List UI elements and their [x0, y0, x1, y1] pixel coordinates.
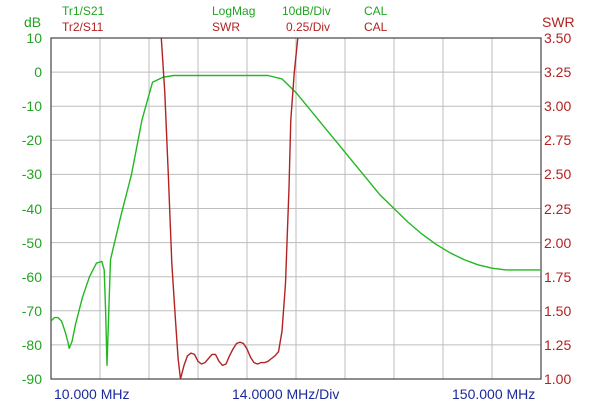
stop-frequency-label[interactable]: 150.000 MHz	[452, 386, 536, 402]
series-group	[51, 38, 541, 379]
right-tick-label: 1.25	[544, 336, 572, 353]
right-tick-label: 1.75	[544, 268, 572, 285]
left-tick-label: 10	[26, 30, 42, 46]
left-tick-label: -50	[21, 234, 42, 251]
left-tick-label: -80	[21, 336, 42, 353]
right-tick-label: 1.50	[544, 302, 572, 319]
s21-trace-line	[51, 74, 541, 367]
swr-trace-line	[160, 38, 299, 379]
scale-frequency-label[interactable]: 14.0000 MHz/Div	[232, 386, 340, 402]
trace2-label[interactable]: Tr2/S11	[62, 20, 104, 34]
right-tick-label: 3.50	[544, 30, 572, 46]
left-tick-label: -70	[21, 302, 42, 319]
right-tick-label: 1.00	[544, 371, 572, 387]
left-tick-label: -30	[21, 166, 42, 183]
right-tick-label: 2.50	[544, 166, 572, 183]
left-tick-label: 0	[34, 64, 42, 81]
format1-label: LogMag	[212, 4, 256, 18]
left-axis-title: dB	[24, 14, 42, 30]
right-tick-label: 3.25	[544, 64, 572, 81]
left-tick-label: -10	[21, 98, 42, 115]
right-tick-label: 2.25	[544, 200, 572, 217]
plot-frame	[50, 37, 542, 380]
cal2-label: CAL	[364, 20, 388, 34]
cal1-label: CAL	[364, 4, 388, 18]
scale2-label: 0.25/Div	[286, 20, 331, 34]
start-frequency-label[interactable]: 10.000 MHz	[54, 386, 130, 402]
left-tick-label: -60	[21, 268, 42, 285]
right-tick-label: 3.00	[544, 98, 572, 115]
left-tick-label: -20	[21, 132, 42, 149]
right-axis-title: SWR	[542, 14, 575, 30]
format2-label: SWR	[212, 20, 240, 34]
scale1-label: 10dB/Div	[282, 4, 331, 18]
right-tick-label: 2.00	[544, 234, 572, 251]
left-tick-label: -90	[21, 371, 42, 387]
trace1-label[interactable]: Tr1/S21	[62, 4, 105, 18]
left-tick-label: -40	[21, 200, 42, 217]
right-tick-label: 2.75	[544, 132, 572, 149]
